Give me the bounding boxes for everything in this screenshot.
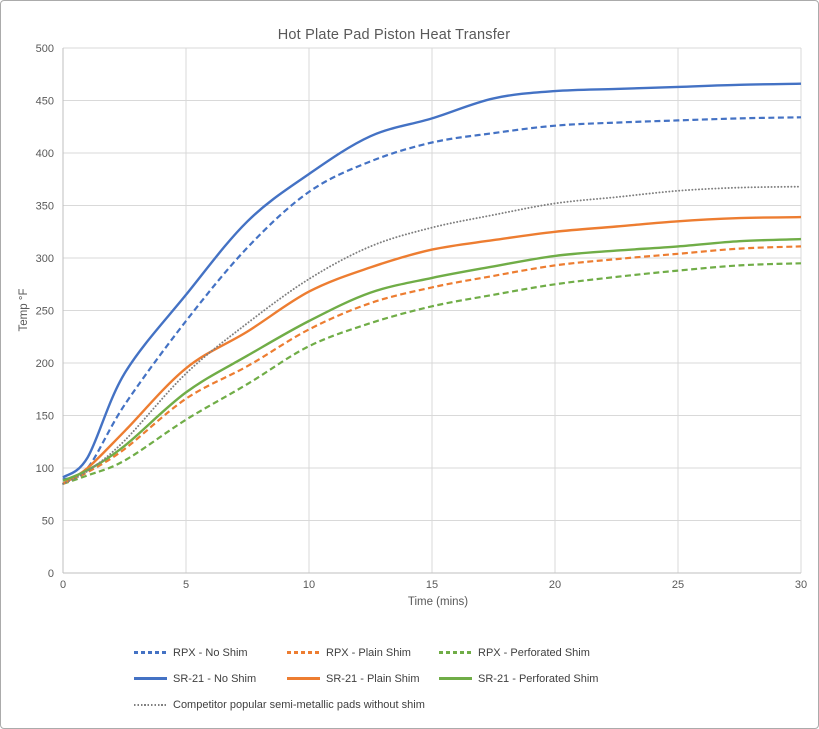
series-line-solid xyxy=(62,82,802,479)
y-axis-title: Temp °F xyxy=(18,288,30,332)
series-line-dashed xyxy=(62,245,802,485)
x-tick-label: 0 xyxy=(60,579,66,591)
y-tick-label: 350 xyxy=(36,201,54,213)
y-tick-label: 200 xyxy=(36,358,54,370)
y-tick-label: 300 xyxy=(36,253,54,265)
chart-title: Hot Plate Pad Piston Heat Transfer xyxy=(277,27,511,43)
y-tick-label: 450 xyxy=(36,96,54,108)
series-line-solid xyxy=(62,215,802,485)
x-tick-label: 25 xyxy=(672,579,684,591)
x-axis-title: Time (mins) xyxy=(407,596,469,608)
y-tick-label: 50 xyxy=(42,516,54,528)
y-tick-label: 500 xyxy=(36,43,54,55)
series-line-solid xyxy=(62,237,802,482)
series-line-dotted xyxy=(62,185,802,485)
y-tick-label: 400 xyxy=(36,148,54,160)
y-tick-label: 100 xyxy=(36,463,54,475)
x-tick-label: 20 xyxy=(549,579,561,591)
x-tick-label: 10 xyxy=(303,579,315,591)
series-line-dashed xyxy=(62,116,802,481)
y-tick-label: 250 xyxy=(36,306,54,318)
x-tick-label: 15 xyxy=(426,579,438,591)
x-tick-label: 30 xyxy=(795,579,807,591)
series-line-dashed xyxy=(62,262,802,485)
y-tick-label: 0 xyxy=(48,568,54,580)
x-tick-label: 5 xyxy=(183,579,189,591)
y-tick-label: 150 xyxy=(36,411,54,423)
